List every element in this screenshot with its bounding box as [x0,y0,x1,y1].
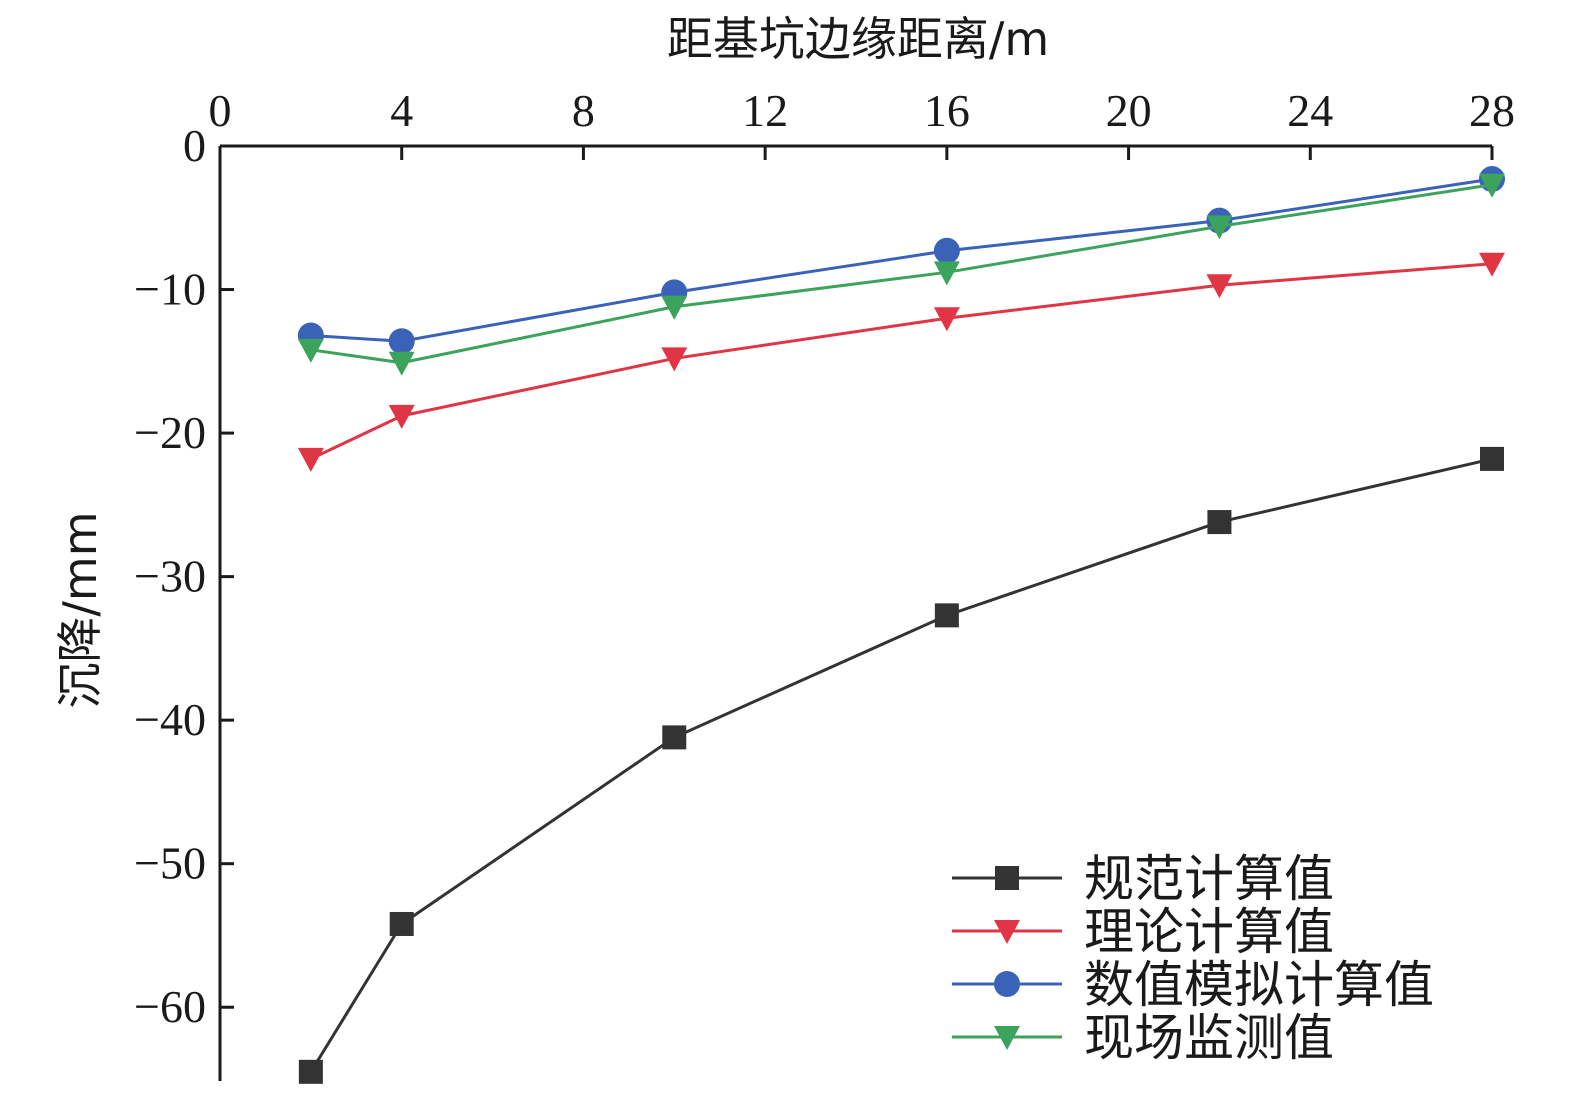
x-tick-label: 16 [924,85,970,136]
legend-entry: 现场监测值 [952,1009,1334,1067]
legend-entry: 数值模拟计算值 [952,956,1434,1014]
data-point [298,1059,323,1084]
data-point [1206,274,1233,299]
y-tick-label: −40 [134,694,206,745]
legend-label: 理论计算值 [1084,903,1334,961]
data-point [934,603,959,628]
x-axis-title: 距基坑边缘距离/m [667,12,1049,66]
data-point [1479,252,1505,277]
data-point [389,911,414,936]
series-line [309,457,1493,1073]
x-tick-label: 4 [390,85,413,136]
series-0 [298,446,1504,1084]
data-point [1480,446,1504,471]
legend-label: 数值模拟计算值 [1084,956,1434,1014]
series-line [310,177,1493,343]
x-tick-label: 24 [1287,85,1333,136]
x-tick-label: 28 [1469,85,1515,136]
data-point [1207,510,1232,535]
y-tick-label: −20 [134,407,206,458]
y-axis-title: 沉降/mm [53,511,107,708]
data-point [388,351,415,376]
axes: 0 4 8 12 16 20 24 28 0 −10 −20 −30 −40 −50 −60 [134,85,1515,1081]
data-point [297,338,324,363]
legend-label: 现场监测值 [1084,1009,1334,1067]
x-tick-label: 12 [742,85,788,136]
series-line [310,183,1493,365]
legend-marker [994,1026,1020,1050]
legend-label: 规范计算值 [1084,850,1334,908]
series-3 [297,173,1505,376]
data-point [388,328,415,355]
y-tick-label: −30 [134,551,206,602]
data-point [388,404,415,429]
y-tick-label: −10 [134,264,206,315]
data-point [662,725,687,750]
legend-marker [994,971,1020,997]
y-tick-label: −60 [134,981,206,1032]
data-point [933,237,960,264]
series-line [310,262,1493,461]
legend-marker [995,866,1019,890]
legend-entry: 理论计算值 [952,903,1334,961]
x-tick-label: 20 [1106,85,1152,136]
y-tick-label: 0 [183,120,206,171]
x-tick-label: 0 [209,85,232,136]
data-point [661,295,688,320]
series-1 [297,252,1505,472]
data-point [1206,215,1233,240]
y-tick-label: −50 [134,838,206,889]
data-point [933,261,960,286]
legend-marker [994,920,1020,944]
series-layer [297,166,1505,1084]
data-point [661,347,688,372]
data-point [1479,173,1505,198]
data-point [933,307,960,332]
legend-entry: 规范计算值 [952,850,1334,908]
x-tick-label: 8 [572,85,595,136]
data-point [297,447,324,472]
